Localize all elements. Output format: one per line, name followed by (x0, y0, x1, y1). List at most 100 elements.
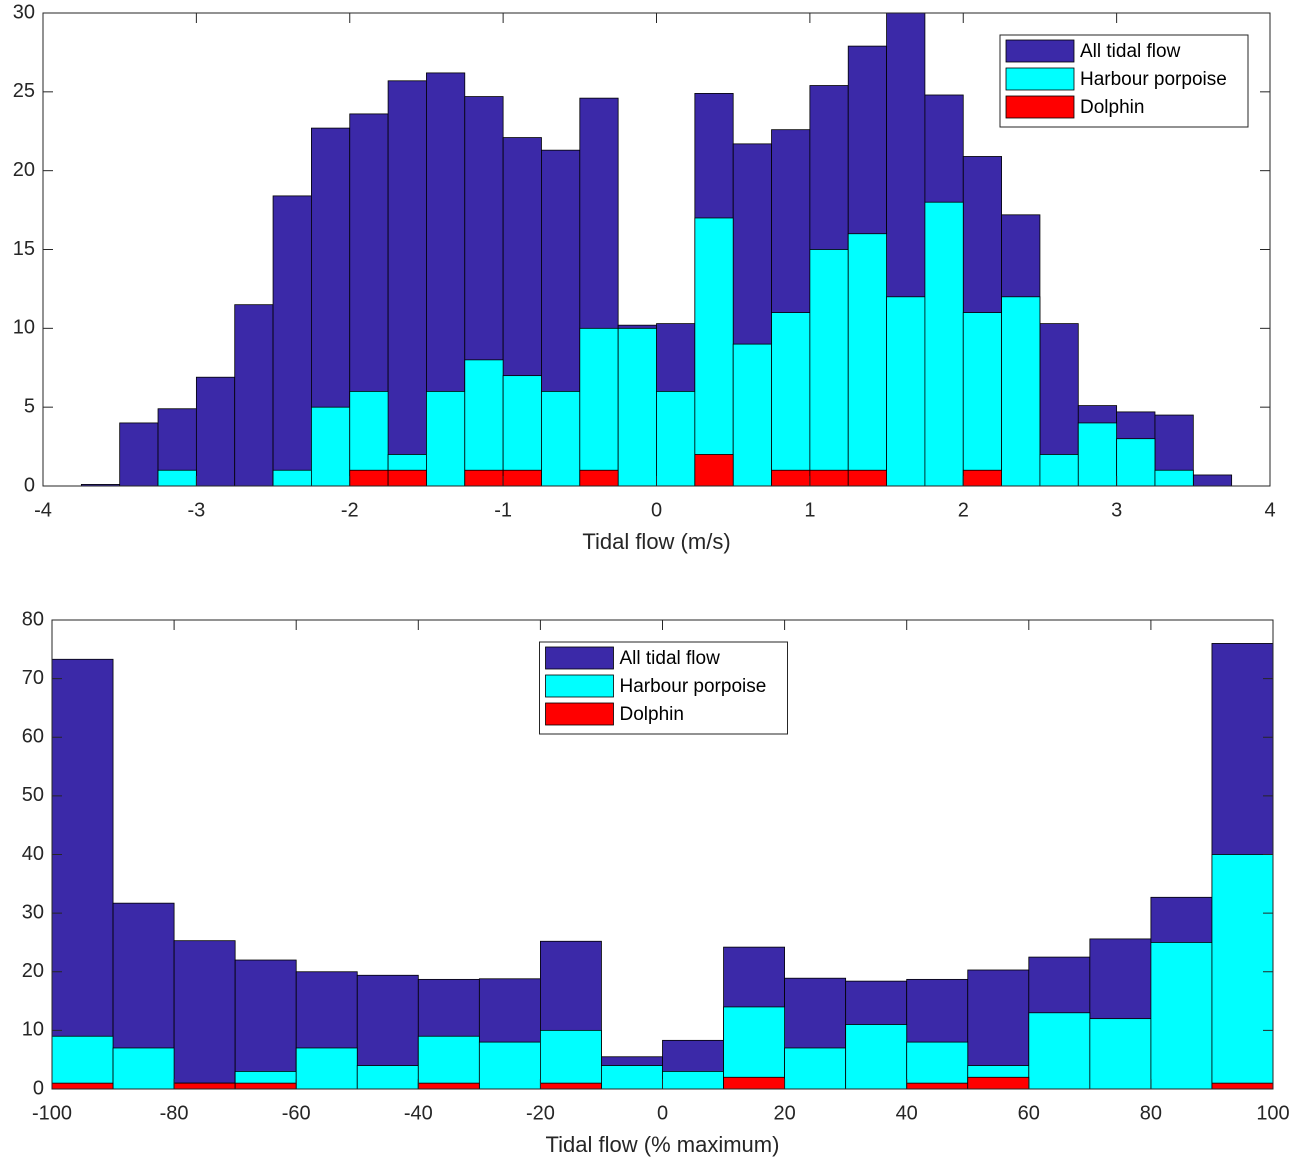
bar (464, 469, 504, 487)
x-tick-label: -100 (32, 1102, 72, 1124)
y-tick-label: 20 (22, 960, 44, 982)
bar (662, 1071, 724, 1090)
bar (732, 343, 772, 487)
bar (694, 454, 734, 487)
x-axis-label: Tidal flow (% maximum) (546, 1132, 780, 1157)
legend-label: Harbour porpoise (1080, 69, 1227, 90)
bar (723, 1006, 785, 1090)
legend: All tidal flow Harbour porpoise Dolphin (999, 34, 1249, 128)
bar (157, 469, 197, 487)
bar (426, 390, 466, 487)
bar (771, 469, 811, 487)
legend-label: Dolphin (1080, 97, 1144, 118)
y-tick-label: 60 (22, 726, 44, 748)
x-tick-label: 2 (958, 499, 969, 521)
bar (847, 469, 887, 487)
y-tick-label: 30 (22, 901, 44, 923)
y-tick-label: 20 (13, 159, 35, 181)
y-tick-label: 0 (33, 1077, 44, 1099)
bar (272, 195, 312, 487)
bar (579, 469, 619, 487)
bar (1039, 454, 1079, 487)
x-tick-label: -60 (282, 1102, 311, 1124)
x-tick-label: -40 (404, 1102, 433, 1124)
bar (1211, 854, 1274, 1090)
bar (417, 1082, 480, 1090)
bar (906, 1082, 969, 1090)
bar (656, 390, 696, 487)
bar (540, 1082, 602, 1090)
x-axis-label: Tidal flow (m/s) (582, 529, 730, 554)
x-tick-label: -4 (34, 499, 52, 521)
bar (906, 1041, 969, 1090)
x-tick-label: -2 (341, 499, 359, 521)
bar (356, 1065, 419, 1090)
legend-label: Dolphin (620, 704, 684, 725)
bar (967, 1076, 1030, 1090)
y-tick-label: 10 (22, 1019, 44, 1041)
bar (1150, 942, 1213, 1090)
bar (962, 469, 1002, 487)
bar (349, 469, 389, 487)
bar (1028, 1012, 1091, 1090)
bar (1089, 1018, 1152, 1090)
y-tick-label: 0 (24, 474, 35, 496)
legend-label: All tidal flow (1080, 41, 1181, 62)
x-tick-label: 40 (896, 1102, 918, 1124)
legend: All tidal flow Harbour porpoise Dolphin (539, 641, 788, 735)
bar (845, 1024, 908, 1090)
x-tick-label: -80 (160, 1102, 189, 1124)
y-tick-label: 40 (22, 843, 44, 865)
x-tick-label: 60 (1018, 1102, 1040, 1124)
bar (173, 940, 236, 1090)
bar (478, 1041, 541, 1090)
bar (694, 217, 734, 487)
x-tick-label: 80 (1140, 1102, 1162, 1124)
x-tick-label: -3 (187, 499, 205, 521)
bar (119, 422, 159, 487)
bar (601, 1065, 663, 1090)
legend-label: All tidal flow (620, 648, 721, 669)
bar (173, 1082, 236, 1090)
bar (1154, 469, 1194, 487)
x-tick-label: 0 (657, 1102, 668, 1124)
bar (847, 233, 887, 487)
bar (295, 1047, 358, 1090)
x-tick-label: 20 (773, 1102, 795, 1124)
x-tick-label: 0 (651, 499, 662, 521)
bar (387, 80, 427, 487)
bar (51, 658, 114, 1090)
bar (51, 1035, 114, 1090)
y-tick-label: 70 (22, 667, 44, 689)
legend-swatch (1005, 39, 1075, 63)
bar (809, 469, 849, 487)
x-tick-label: 3 (1111, 499, 1122, 521)
bar (784, 1047, 847, 1090)
bar (540, 1029, 602, 1090)
bar (1192, 474, 1233, 487)
bar (234, 1082, 297, 1090)
legend-swatch (1005, 67, 1075, 91)
legend-swatch (545, 674, 614, 698)
y-tick-label: 15 (13, 238, 35, 260)
bar (962, 312, 1002, 487)
legend-swatch (545, 646, 614, 670)
y-tick-label: 5 (24, 395, 35, 417)
bar (272, 469, 312, 487)
bar (809, 249, 849, 487)
bar (1077, 422, 1118, 487)
x-tick-label: -1 (494, 499, 512, 521)
bar (234, 304, 274, 487)
bar (924, 201, 964, 487)
x-tick-label: 100 (1256, 1102, 1289, 1124)
bar (886, 296, 926, 487)
bar (51, 1082, 114, 1090)
bar (311, 406, 351, 487)
bar (723, 1076, 785, 1090)
bar (195, 376, 236, 487)
x-tick-label: 1 (804, 499, 815, 521)
bar (387, 469, 427, 487)
x-tick-label: -20 (526, 1102, 555, 1124)
y-tick-label: 80 (22, 608, 44, 630)
